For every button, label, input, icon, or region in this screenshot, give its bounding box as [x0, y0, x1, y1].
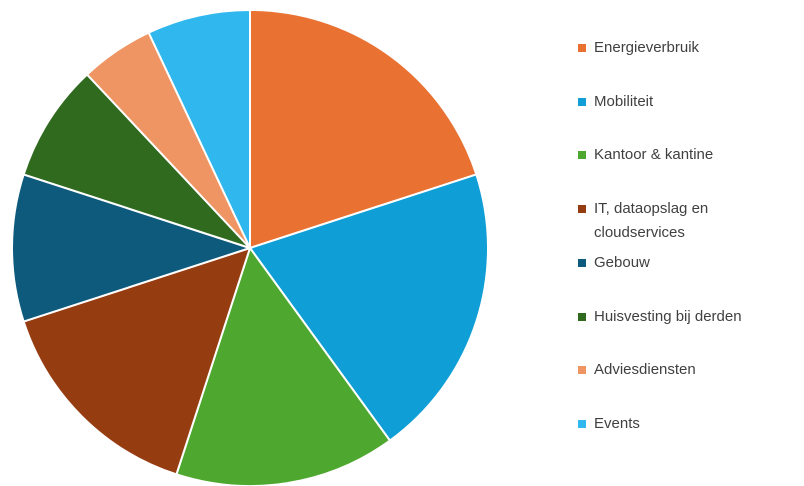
legend-swatch — [578, 419, 586, 428]
legend-swatch — [578, 366, 586, 375]
pie-slice — [11, 173, 254, 323]
legend-item: Huisvesting bij derden — [578, 305, 778, 329]
legend-item: Energieverbruik — [578, 36, 778, 60]
pie-slice — [175, 245, 392, 486]
legend-label: Adviesdiensten — [594, 361, 696, 379]
legend-item: Kantoor & kantine — [578, 143, 778, 167]
legend-label: Events — [594, 414, 640, 432]
legend-label: Kantoor & kantine — [594, 146, 714, 164]
legend-item: Adviesdiensten — [578, 358, 778, 382]
pie-slice — [249, 8, 478, 250]
legend-item: Mobiliteit — [578, 90, 778, 114]
pie-slice — [248, 173, 489, 442]
legend-swatch — [578, 97, 586, 106]
pie-slice — [22, 73, 251, 249]
legend-label: Huisvesting bij derden — [594, 307, 742, 325]
legend-label: Mobiliteit — [594, 92, 654, 110]
legend-swatch — [578, 258, 586, 267]
legend-item: IT, dataopslag en cloudservices — [578, 197, 778, 245]
legend-item: Gebouw — [578, 251, 778, 275]
legend-swatch — [578, 151, 586, 160]
legend-swatch — [578, 312, 586, 321]
legend-item: Events — [578, 412, 778, 436]
pie-slice — [22, 246, 252, 476]
legend-label: IT, dataopslag en cloudservices — [594, 200, 709, 242]
legend-label: Gebouw — [594, 253, 650, 271]
legend-label: Energieverbruik — [594, 39, 700, 56]
legend-swatch — [578, 205, 586, 214]
pie-slice — [147, 8, 251, 249]
legend-swatch — [578, 44, 586, 52]
